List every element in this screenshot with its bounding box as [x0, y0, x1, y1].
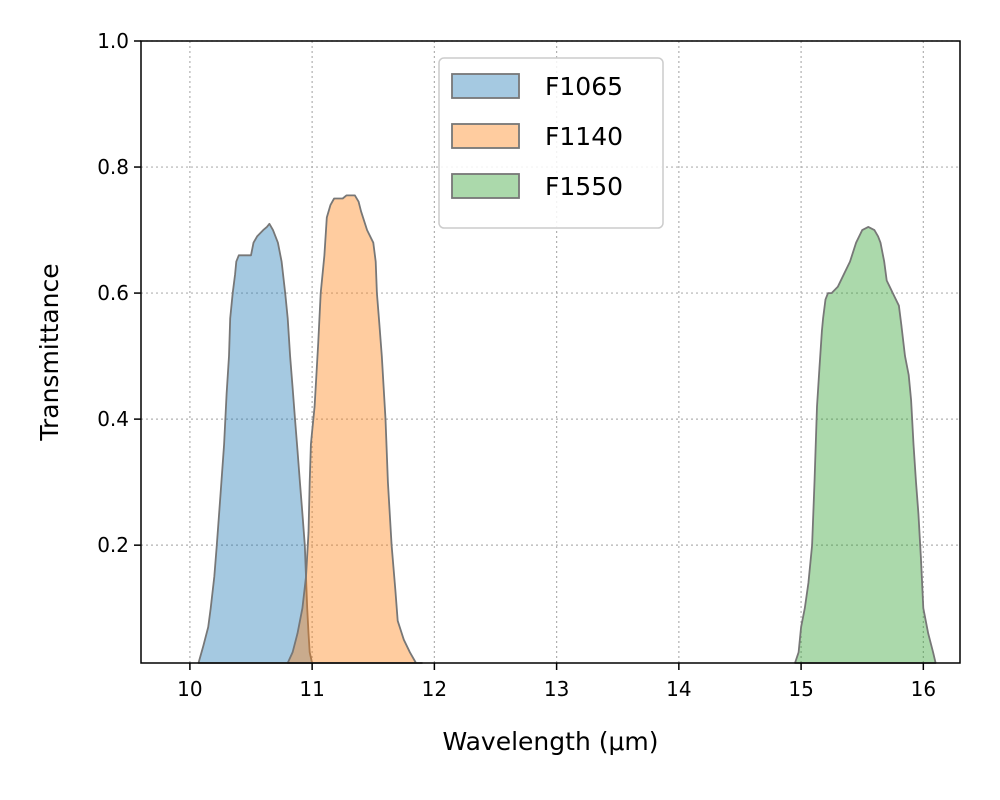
x-tick-label: 15 [788, 677, 813, 701]
y-tick-label: 0.6 [97, 281, 129, 305]
x-axis-label: Wavelength (μm) [442, 727, 658, 756]
ticks: 10 11 12 13 14 15 16 0.2 0.4 0.6 0.8 1.0 [97, 29, 936, 701]
legend-box [438, 57, 664, 229]
y-tick-label: 1.0 [97, 29, 129, 53]
x-tick-label: 10 [177, 677, 202, 701]
y-tick-label: 0.2 [97, 533, 129, 557]
legend-label-f1140: F1140 [545, 122, 623, 151]
legend-swatch-f1065 [451, 73, 520, 99]
grid [141, 40, 960, 663]
x-tick-label: 11 [299, 677, 324, 701]
x-tick-label: 12 [422, 677, 447, 701]
legend-label-f1065: F1065 [545, 72, 623, 101]
legend: F1065 F1140 F1550 [438, 57, 664, 229]
series-layer [197, 194, 937, 664]
legend-label-f1550: F1550 [545, 172, 623, 201]
legend-swatch-f1550 [451, 173, 520, 199]
y-axis-label: Transmittance [35, 263, 64, 441]
y-tick-label: 0.8 [97, 155, 129, 179]
series-area-f1065 [197, 222, 313, 664]
series-area-f1140 [286, 194, 423, 664]
plot-frame [140, 40, 961, 664]
x-tick-label: 14 [666, 677, 691, 701]
series-area-f1550 [794, 226, 937, 664]
y-tick-label: 0.4 [97, 407, 129, 431]
x-tick-label: 16 [911, 677, 936, 701]
legend-swatch-f1140 [451, 123, 520, 149]
x-tick-label: 13 [544, 677, 569, 701]
